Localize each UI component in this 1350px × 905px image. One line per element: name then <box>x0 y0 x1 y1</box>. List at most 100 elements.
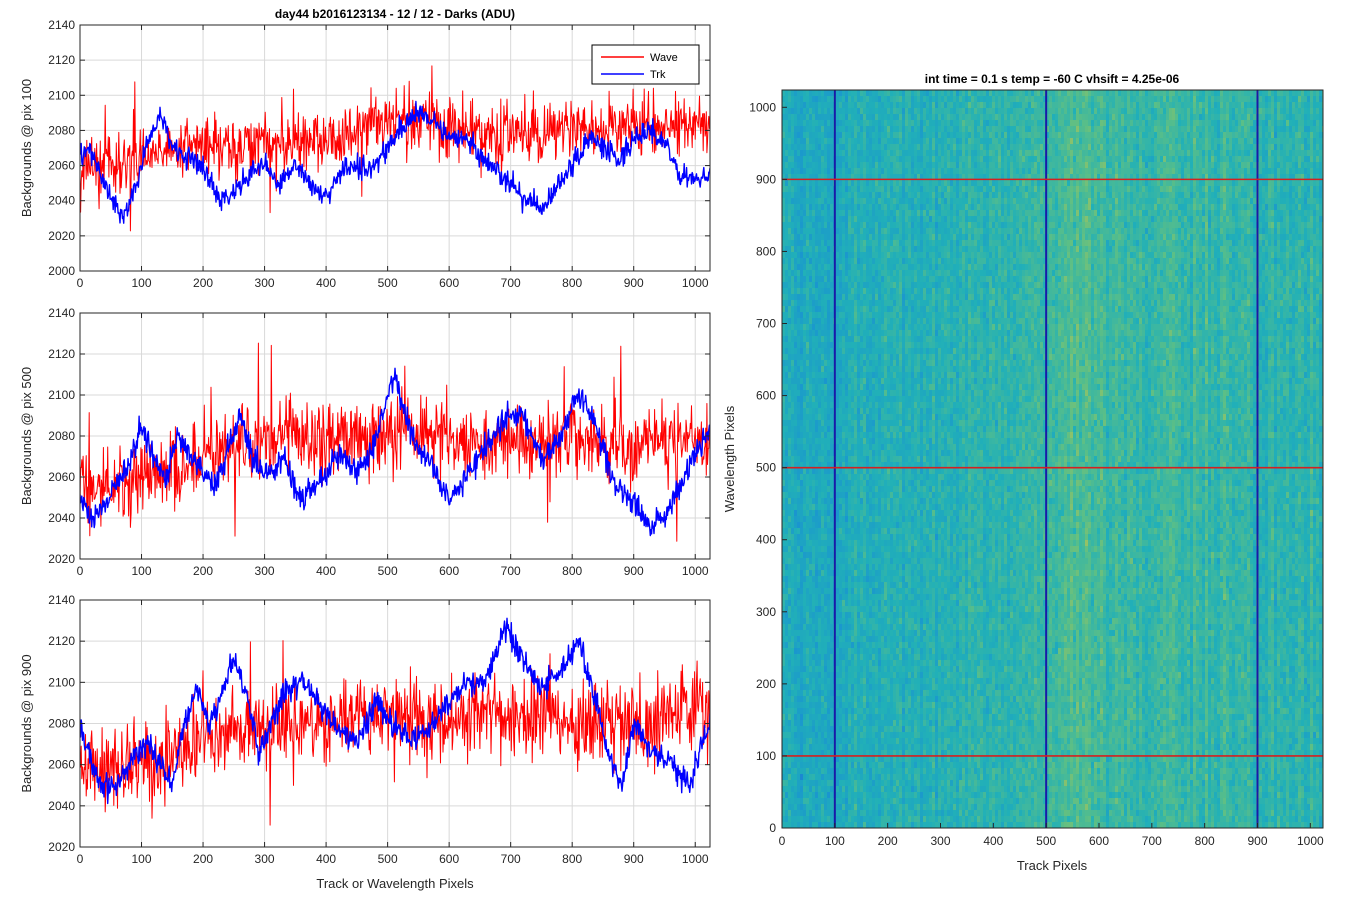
heatmap-cell <box>890 816 893 822</box>
heatmap-cell <box>806 402 809 408</box>
heatmap-cell <box>857 252 860 258</box>
heatmap-cell <box>803 648 806 654</box>
heatmap-cell <box>863 402 866 408</box>
heatmap-cell <box>863 252 866 258</box>
heatmap-cell <box>893 192 896 198</box>
heatmap-cell <box>842 258 845 264</box>
heatmap-cell <box>863 216 866 222</box>
heatmap-cell <box>848 678 851 684</box>
heatmap-cell <box>803 732 806 738</box>
heatmap-cell <box>851 726 854 732</box>
heatmap-cell <box>797 474 800 480</box>
heatmap-cell <box>806 456 809 462</box>
heatmap-cell <box>803 90 806 96</box>
heatmap-cell <box>890 708 893 714</box>
heatmap-cell <box>815 444 818 450</box>
heatmap-cell <box>794 456 797 462</box>
heatmap-cell <box>827 618 830 624</box>
heatmap-cell <box>842 444 845 450</box>
heatmap-cell <box>830 780 833 786</box>
heatmap-cell <box>875 762 878 768</box>
heatmap-cell <box>830 444 833 450</box>
heatmap-cell <box>803 576 806 582</box>
heatmap-cell <box>785 450 788 456</box>
heatmap-cell <box>887 510 890 516</box>
heatmap-cell <box>842 576 845 582</box>
heatmap-cell <box>806 252 809 258</box>
heatmap-cell <box>827 324 830 330</box>
heatmap-cell <box>851 186 854 192</box>
heatmap-cell <box>830 330 833 336</box>
heatmap-cell <box>800 690 803 696</box>
heatmap-cell <box>854 624 857 630</box>
heatmap-cell <box>791 138 794 144</box>
heatmap-cell <box>824 510 827 516</box>
heatmap-cell <box>806 516 809 522</box>
heatmap-cell <box>812 642 815 648</box>
heatmap-cell <box>872 696 875 702</box>
heatmap-cell <box>842 618 845 624</box>
heatmap-cell <box>800 360 803 366</box>
heatmap-cell <box>821 786 824 792</box>
heatmap-cell <box>824 222 827 228</box>
heatmap-cell <box>878 666 881 672</box>
heatmap-cell <box>824 402 827 408</box>
heatmap-cell <box>860 378 863 384</box>
heatmap-cell <box>839 744 842 750</box>
heatmap-cell <box>863 612 866 618</box>
heatmap-cell <box>881 330 884 336</box>
heatmap-cell <box>818 234 821 240</box>
heatmap-cell <box>821 738 824 744</box>
heatmap-cell <box>788 396 791 402</box>
heatmap-cell <box>851 594 854 600</box>
heatmap-cell <box>821 762 824 768</box>
heatmap-cell <box>869 324 872 330</box>
heatmap-cell <box>863 330 866 336</box>
heatmap-cell <box>890 360 893 366</box>
heatmap-cell <box>866 384 869 390</box>
heatmap-cell <box>887 306 890 312</box>
heatmap-cell <box>845 762 848 768</box>
heatmap-cell <box>797 588 800 594</box>
heatmap-cell <box>863 474 866 480</box>
heatmap-cell <box>788 624 791 630</box>
heatmap-cell <box>827 270 830 276</box>
heatmap-cell <box>797 372 800 378</box>
heatmap-cell <box>809 642 812 648</box>
heatmap-cell <box>860 108 863 114</box>
heatmap-cell <box>887 474 890 480</box>
heatmap-cell <box>875 726 878 732</box>
heatmap-cell <box>815 384 818 390</box>
heatmap-cell <box>797 378 800 384</box>
heatmap-cell <box>881 738 884 744</box>
heatmap-cell <box>806 132 809 138</box>
heatmap-cell <box>893 378 896 384</box>
heatmap-cell <box>788 702 791 708</box>
heatmap-cell <box>854 768 857 774</box>
heatmap-cell <box>854 456 857 462</box>
heatmap-cell <box>836 450 839 456</box>
heatmap-cell <box>809 396 812 402</box>
heatmap-cell <box>791 558 794 564</box>
heatmap-cell <box>869 282 872 288</box>
heatmap-cell <box>839 282 842 288</box>
heatmap-cell <box>842 606 845 612</box>
heatmap-cell <box>806 198 809 204</box>
heatmap-cell <box>839 444 842 450</box>
heatmap-cell <box>866 582 869 588</box>
heatmap-cell <box>872 762 875 768</box>
heatmap-cell <box>839 426 842 432</box>
heatmap-cell <box>836 480 839 486</box>
heatmap-cell <box>863 456 866 462</box>
heatmap-cell <box>887 768 890 774</box>
heatmap-cell <box>806 372 809 378</box>
heatmap-cell <box>824 690 827 696</box>
heatmap-cell <box>788 270 791 276</box>
heatmap-cell <box>887 318 890 324</box>
heatmap-cell <box>818 552 821 558</box>
heatmap-cell <box>812 666 815 672</box>
heatmap-cell <box>887 198 890 204</box>
heatmap-cell <box>785 414 788 420</box>
heatmap-cell <box>827 366 830 372</box>
heatmap-cell <box>851 204 854 210</box>
